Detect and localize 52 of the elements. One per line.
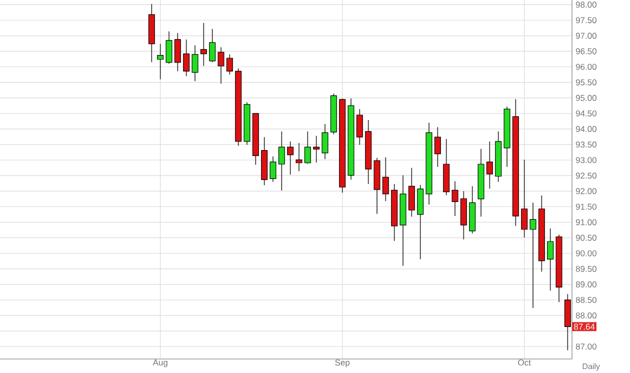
y-tick-label: 87.00	[576, 344, 596, 350]
candlestick	[209, 28, 216, 63]
y-tick-label: 95.50	[576, 79, 596, 86]
y-tick-label: 97.50	[576, 17, 596, 24]
y-tick-label: 92.00	[576, 188, 596, 194]
candlestick	[408, 167, 415, 218]
candlestick	[530, 202, 536, 308]
candlestick	[287, 141, 294, 176]
candlestick	[226, 54, 233, 75]
candlestick	[313, 135, 320, 163]
y-tick-label: 94.50	[576, 110, 596, 116]
candlestick	[382, 156, 389, 202]
y-tick-label: 93.00	[576, 157, 596, 164]
candlestick	[183, 39, 190, 77]
x-tick-label: Oct	[518, 360, 531, 366]
y-tick-label: 90.00	[576, 250, 596, 256]
y-tick-label: 98.00	[576, 2, 596, 8]
candlestick	[452, 180, 458, 216]
y-tick-label: 92.50	[576, 172, 596, 179]
x-tick-label: Sep	[335, 360, 350, 368]
candlestick	[547, 228, 554, 292]
candlestick	[200, 22, 207, 66]
x-tick-label: Aug	[152, 360, 168, 368]
y-tick-label: 91.00	[576, 219, 596, 226]
candlestick	[486, 141, 493, 190]
candlestick	[278, 131, 285, 191]
annotation: 87.64	[574, 324, 595, 330]
candlestick	[434, 126, 441, 168]
candlestick	[521, 159, 528, 238]
y-tick-label: 91.50	[576, 204, 596, 210]
y-tick-label: 90.50	[576, 234, 596, 241]
candlestick	[174, 32, 181, 72]
candlestick	[270, 156, 276, 182]
y-tick-label: 96.00	[576, 64, 596, 70]
candlestick	[322, 124, 328, 160]
y-tick-label: 97.00	[576, 32, 596, 39]
y-tick-label: 93.50	[576, 142, 596, 148]
y-tick-label: 96.50	[576, 48, 596, 54]
candlestick	[356, 108, 363, 146]
candlestick	[218, 46, 224, 84]
y-tick-label: 88.50	[576, 296, 596, 303]
candlestick	[157, 43, 164, 80]
candlestick	[166, 30, 172, 64]
candlestick	[192, 44, 198, 82]
y-tick-label: 94.00	[576, 126, 596, 132]
y-tick-label: 95.00	[576, 94, 596, 101]
text: Daily	[582, 363, 600, 371]
y-tick-label: 89.00	[576, 281, 596, 288]
y-tick-label: 88.00	[576, 312, 596, 318]
candlestick	[296, 142, 302, 172]
y-tick-label: 89.50	[576, 266, 596, 272]
candlestick	[304, 131, 311, 164]
